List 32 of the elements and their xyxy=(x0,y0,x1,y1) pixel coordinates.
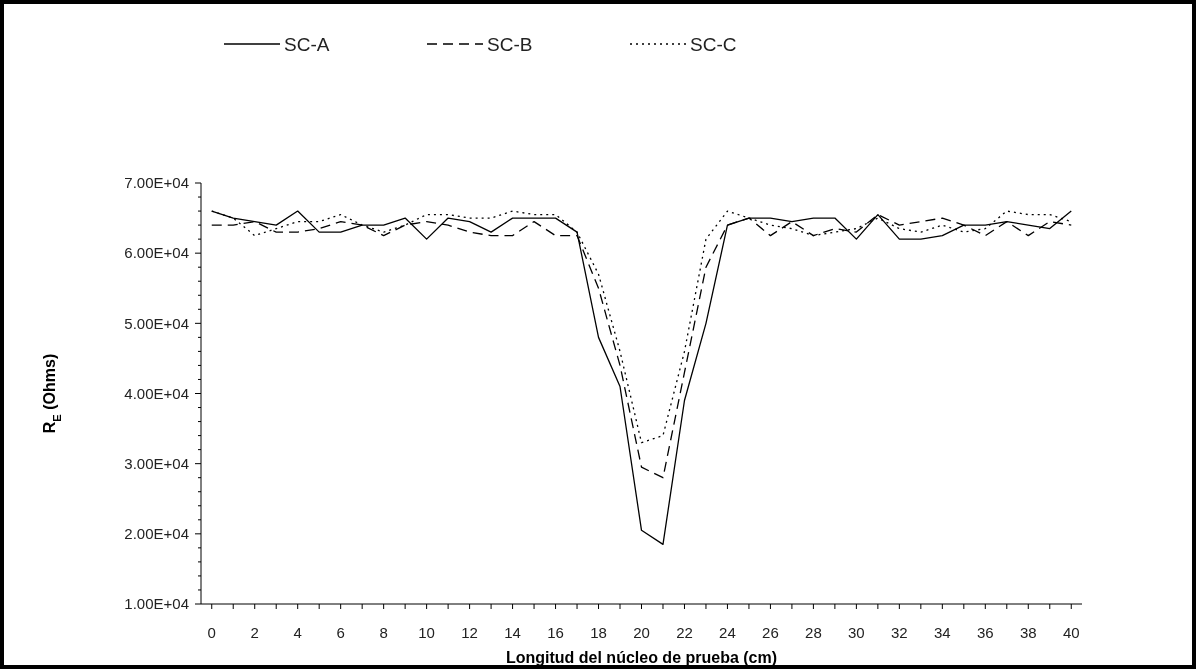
x-tick-label: 34 xyxy=(933,624,951,641)
x-tick-label: 16 xyxy=(547,624,564,641)
x-tick-label: 40 xyxy=(1062,624,1080,641)
y-tick-label: 2.00E+04 xyxy=(124,525,189,543)
y-tick-label: 5.00E+04 xyxy=(124,314,189,332)
x-tick-label: 10 xyxy=(418,624,435,641)
x-tick-label: 28 xyxy=(805,624,822,641)
x-tick-label: 32 xyxy=(891,624,908,641)
x-tick-label: 12 xyxy=(461,624,478,641)
y-tick-label: 1.00E+04 xyxy=(124,595,189,613)
legend-label: SC-B xyxy=(487,33,533,55)
legend-label: SC-A xyxy=(284,33,330,55)
x-tick-label: 36 xyxy=(976,624,994,641)
x-tick-label: 22 xyxy=(676,624,693,641)
x-tick-label: 8 xyxy=(379,624,388,641)
x-tick-label: 2 xyxy=(250,624,259,641)
y-tick-label: 6.00E+04 xyxy=(124,244,189,262)
x-axis-title: Longitud del núcleo de prueba (cm) xyxy=(505,649,778,666)
x-tick-label: 18 xyxy=(590,624,607,641)
x-tick-label: 14 xyxy=(504,624,521,641)
x-tick-label: 24 xyxy=(719,624,736,641)
x-tick-label: 4 xyxy=(293,624,302,641)
y-tick-label: 4.00E+04 xyxy=(124,384,189,402)
legend-label: SC-C xyxy=(690,33,737,55)
x-tick-label: 20 xyxy=(633,624,650,641)
x-tick-label: 26 xyxy=(762,624,779,641)
x-tick-label: 38 xyxy=(1019,624,1037,641)
x-tick-label: 0 xyxy=(207,624,216,641)
y-tick-label: 7.00E+04 xyxy=(124,174,189,192)
x-tick-label: 30 xyxy=(848,624,865,641)
y-tick-label: 3.00E+04 xyxy=(124,454,189,472)
x-tick-label: 6 xyxy=(336,624,345,641)
